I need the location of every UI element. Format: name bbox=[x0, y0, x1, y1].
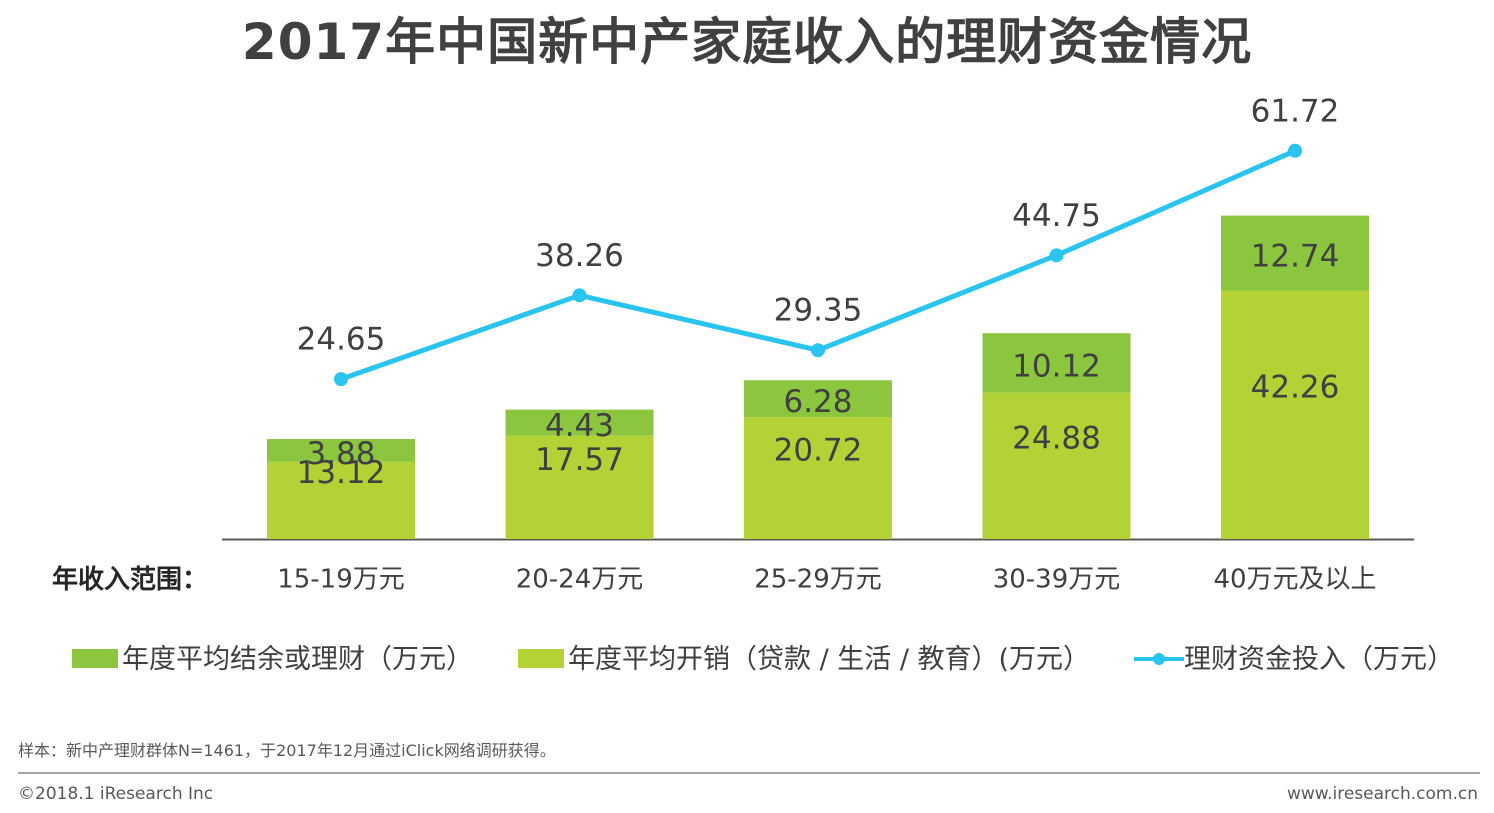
bar-surplus-4 bbox=[982, 333, 1131, 393]
data-label-surplus-3: 6.28 bbox=[783, 384, 852, 420]
x-tick-label-5: 40万元及以上 bbox=[1213, 565, 1376, 595]
data-label-invest-3: 29.35 bbox=[774, 293, 863, 329]
data-label-invest-5: 61.72 bbox=[1251, 93, 1340, 129]
line-point-invest-2 bbox=[572, 288, 587, 303]
bar-surplus-3 bbox=[744, 380, 892, 418]
data-label-expense-2: 17.57 bbox=[535, 442, 624, 478]
data-label-expense-5: 42.26 bbox=[1251, 369, 1340, 405]
bar-surplus-5 bbox=[1221, 215, 1369, 291]
website: www.iresearch.com.cn bbox=[1286, 784, 1478, 804]
data-label-invest-4: 44.75 bbox=[1012, 198, 1101, 234]
legend-label-invest: 理财资金投入（万元） bbox=[1184, 644, 1454, 675]
line-point-invest-3 bbox=[811, 343, 825, 358]
line-point-invest-4 bbox=[1049, 248, 1064, 263]
line-point-invest-1 bbox=[334, 372, 348, 387]
data-label-expense-1: 13.12 bbox=[297, 455, 386, 491]
data-label-surplus-5: 12.74 bbox=[1251, 239, 1340, 275]
legend-line-swatch-invest bbox=[1134, 653, 1184, 665]
x-tick-label-3: 25-29万元 bbox=[754, 565, 882, 595]
legend-swatch-expense bbox=[518, 649, 564, 668]
copyright: ©2018.1 iResearch Inc bbox=[18, 784, 214, 804]
footer-divider bbox=[18, 772, 1480, 774]
data-label-invest-1: 24.65 bbox=[297, 322, 386, 358]
sample-note: 样本：新中产理财群体N=1461，于2017年12月通过iClick网络调研获得… bbox=[18, 741, 556, 760]
bar-expense-2 bbox=[505, 435, 654, 539]
line-point-invest-5 bbox=[1288, 143, 1302, 158]
chart-title: 2017年中国新中产家庭收入的理财资金情况 bbox=[241, 13, 1253, 71]
data-label-surplus-4: 10.12 bbox=[1012, 348, 1101, 384]
legend-label-expense: 年度平均开销（贷款 / 生活 / 教育）(万元） bbox=[568, 644, 1091, 675]
x-tick-label-4: 30-39万元 bbox=[993, 565, 1121, 595]
x-tick-label-1: 15-19万元 bbox=[277, 565, 405, 595]
data-label-expense-4: 24.88 bbox=[1012, 420, 1101, 456]
bar-surplus-2 bbox=[505, 409, 654, 436]
data-label-invest-2: 38.26 bbox=[535, 238, 624, 274]
bar-surplus-1 bbox=[267, 439, 415, 462]
legend: 年度平均结余或理财（万元） 年度平均开销（贷款 / 生活 / 教育）(万元） 理… bbox=[72, 640, 1472, 680]
chart: 13.123.88 15-19万元 17.574.43 20-24万元 20.72 6.2… bbox=[222, 93, 1414, 595]
bar-expense-3 bbox=[744, 417, 892, 539]
data-label-expense-3: 20.72 bbox=[774, 433, 863, 469]
bar-expense-1 bbox=[267, 461, 415, 539]
bar-expense-5 bbox=[1221, 290, 1369, 539]
legend-swatch-surplus bbox=[72, 649, 118, 668]
x-axis-title: 年收入范围： bbox=[52, 565, 209, 595]
legend-label-surplus: 年度平均结余或理财（万元） bbox=[122, 644, 473, 675]
x-tick-label-2: 20-24万元 bbox=[516, 565, 644, 595]
bar-expense-4 bbox=[982, 392, 1131, 539]
data-label-surplus-2: 4.43 bbox=[545, 408, 614, 444]
data-label-surplus-1: 3.88 bbox=[306, 436, 375, 472]
